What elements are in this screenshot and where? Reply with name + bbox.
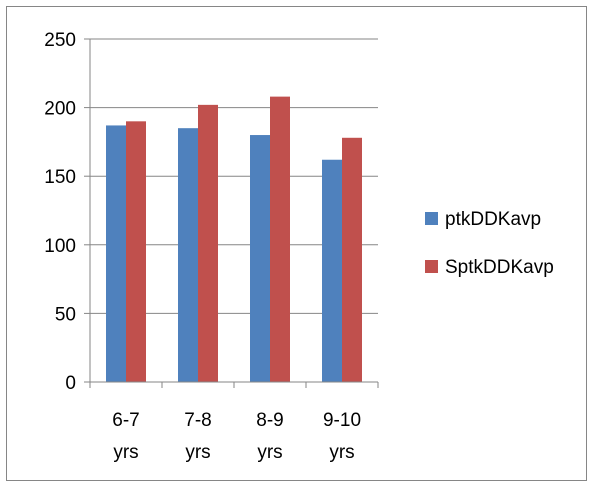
- y-tick-label: 100: [44, 236, 76, 257]
- axes: 0 50 100 150 200 250 6-7 yrs 7-8 yrs 8-9 yrs 9-10 yrs: [44, 30, 379, 463]
- y-tick-label: 0: [65, 373, 76, 394]
- legend-swatch-sptkddkavp: [425, 260, 438, 273]
- y-tick-label: 200: [44, 99, 76, 120]
- bar-ptkddkavp-0: [106, 125, 126, 382]
- x-tick-label: 6-7: [112, 410, 139, 431]
- bar-ptkddkavp-1: [178, 128, 198, 382]
- legend: ptkDDKavp SptkDDKavp: [425, 209, 554, 278]
- x-tick-label-line2: yrs: [113, 442, 138, 463]
- y-tick-label: 150: [44, 167, 76, 188]
- x-tick-label-line2: yrs: [185, 442, 210, 463]
- legend-label-sptkddkavp: SptkDDKavp: [445, 257, 554, 278]
- bar-sptkddkavp-0: [126, 121, 146, 382]
- bar-sptkddkavp-1: [198, 104, 218, 382]
- bar-sptkddkavp-3: [342, 137, 362, 382]
- x-tick-label-line2: yrs: [329, 442, 354, 463]
- bars: [106, 96, 362, 383]
- x-tick-label-line2: yrs: [257, 442, 282, 463]
- y-tick-label: 250: [44, 30, 76, 51]
- bar-sptkddkavp-2: [270, 96, 290, 383]
- bar-ptkddkavp-2: [250, 135, 270, 382]
- x-tick-label: 9-10: [323, 410, 361, 431]
- legend-swatch-ptkddkavp: [425, 212, 438, 225]
- legend-label-ptkddkavp: ptkDDKavp: [445, 209, 541, 230]
- x-tick-label: 7-8: [184, 410, 211, 431]
- x-tick-label: 8-9: [256, 410, 283, 431]
- bar-ptkddkavp-3: [322, 159, 342, 382]
- y-tick-label: 50: [55, 304, 76, 325]
- chart-frame: [6, 6, 587, 481]
